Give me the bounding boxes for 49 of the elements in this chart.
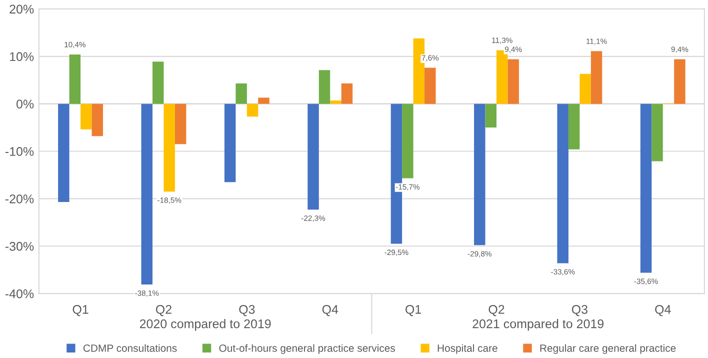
- bar: [236, 83, 247, 104]
- bar: [341, 83, 353, 104]
- bar: [674, 59, 686, 104]
- bar: [246, 104, 258, 117]
- bar: [318, 70, 330, 104]
- bar: [402, 104, 414, 178]
- x-tick-label: Q1: [406, 305, 422, 316]
- bar: [58, 104, 70, 202]
- bar: [152, 62, 164, 104]
- bar: [92, 104, 103, 136]
- bar: [557, 104, 568, 264]
- x-tick-label: Q4: [655, 305, 671, 316]
- legend-label: Hospital care: [438, 344, 498, 354]
- x-tick-label: Q1: [72, 305, 88, 316]
- x-tick-label: Q2: [156, 305, 172, 316]
- x-tick-label: Q4: [322, 305, 338, 316]
- x-tick-label: Q3: [572, 305, 588, 316]
- y-tick-label: -30%: [5, 242, 34, 251]
- bar: [164, 104, 175, 192]
- legend-label: Out-of-hours general practice services: [219, 344, 395, 354]
- bar: [640, 104, 652, 273]
- bar: [568, 104, 580, 150]
- bar: [652, 104, 663, 162]
- bar: [424, 68, 436, 104]
- bar: [258, 98, 270, 104]
- bar: [508, 59, 519, 104]
- bar: [308, 104, 319, 210]
- bar: [141, 104, 152, 285]
- y-tick-label: -20%: [5, 194, 34, 204]
- y-tick-label: 10%: [10, 52, 34, 62]
- bar: [174, 104, 186, 144]
- y-tick-label: -10%: [5, 147, 34, 156]
- bar: [474, 104, 486, 246]
- bar: [80, 104, 92, 130]
- y-tick-label: 20%: [10, 4, 34, 14]
- legend-label: Regular care general practice: [540, 344, 676, 354]
- bar: [330, 100, 342, 104]
- bar: [485, 104, 496, 128]
- legend-label: CDMP consultations: [83, 344, 177, 352]
- bar: [224, 104, 236, 182]
- bar: [69, 54, 81, 104]
- y-tick-label: 0%: [16, 100, 34, 108]
- y-tick-label: -40%: [5, 289, 34, 298]
- bar: [590, 51, 602, 104]
- text: 2020 compared to 2019: [140, 319, 271, 331]
- x-tick-label: Q3: [239, 305, 255, 316]
- bar: [580, 74, 591, 104]
- text: 2021 compared to 2019: [472, 319, 604, 331]
- x-tick-label: Q2: [488, 305, 504, 316]
